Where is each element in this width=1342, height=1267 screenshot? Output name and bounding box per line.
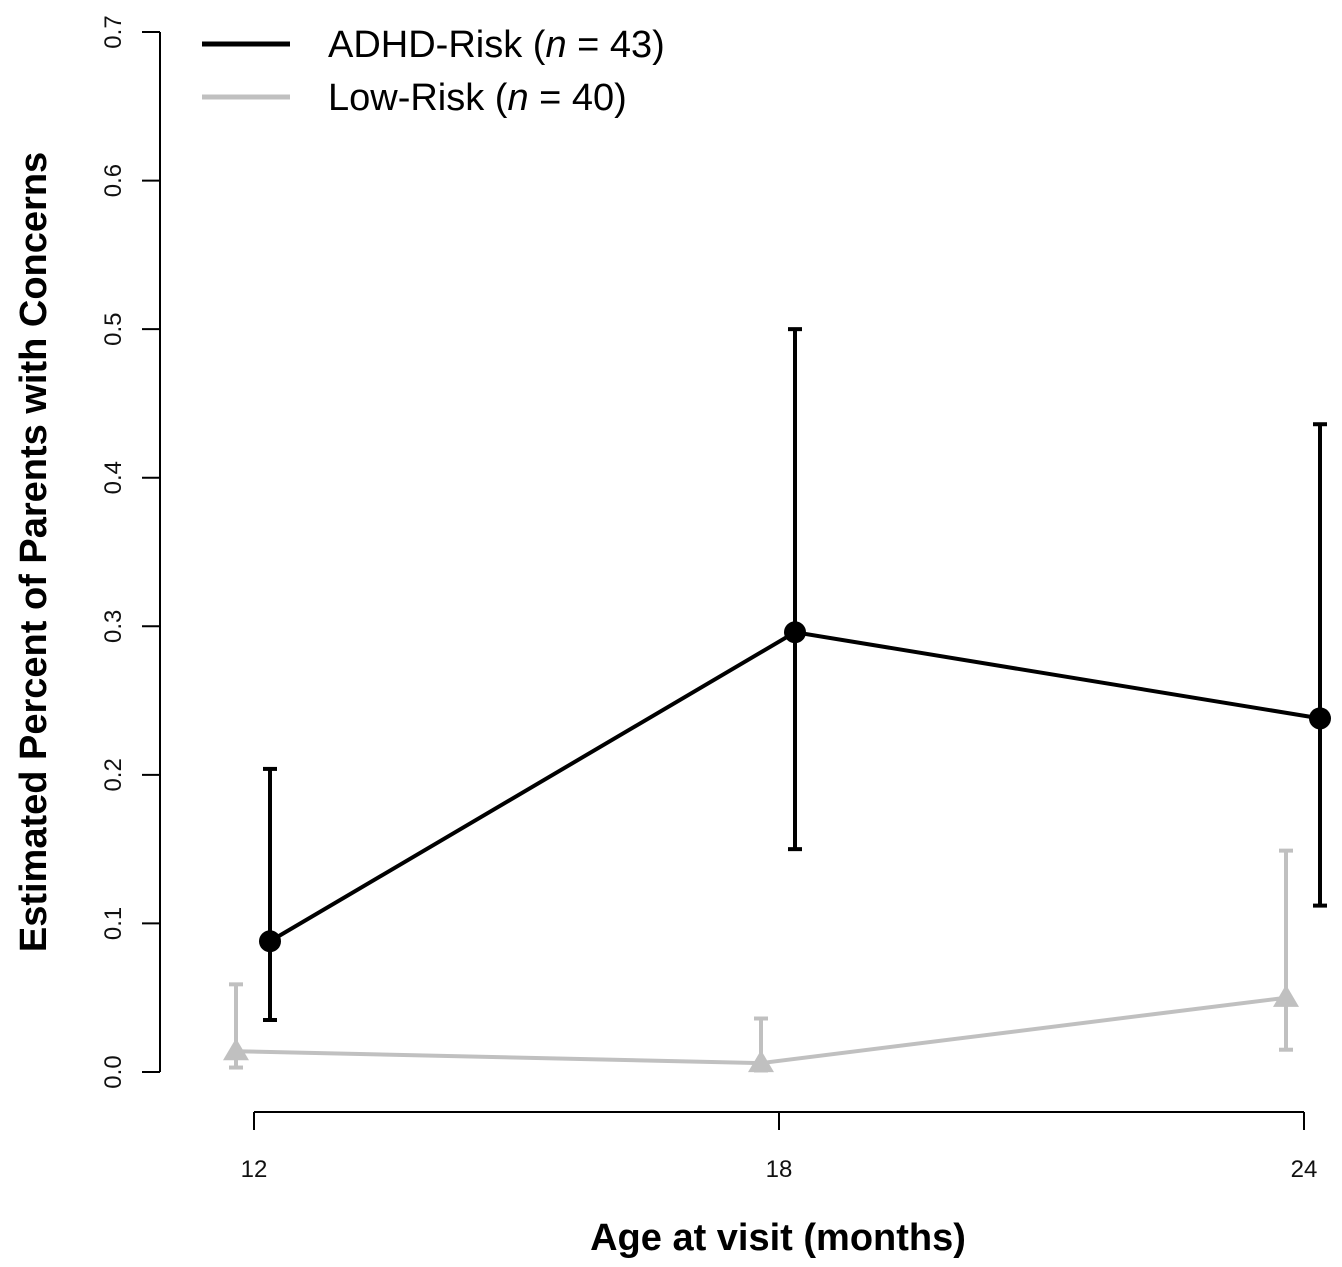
y-tick-label: 0.0 [100,1055,127,1088]
x-axis-title: Age at visit (months) [590,1217,966,1259]
y-tick-label: 0.3 [100,610,127,643]
data-point [1309,707,1331,730]
data-point [1273,984,1299,1007]
x-axis: 12 18 24 [241,1111,1318,1183]
x-tick-label: 18 [766,1156,793,1183]
y-tick-label: 0.4 [100,461,127,494]
x-tick-label: 24 [1291,1156,1318,1183]
data-point [748,1050,774,1073]
series-low-risk [223,848,1299,1073]
legend-label-low-risk: Low-Risk (n = 40) [328,77,627,119]
legend: ADHD-Risk (n = 43) Low-Risk (n = 40) [202,24,665,119]
y-tick-label: 0.2 [100,758,127,791]
series-layer [223,327,1331,1073]
series-adhd-risk [259,327,1331,1022]
y-axis: 0.0 0.1 0.2 0.3 0.4 0.5 0.6 0.7 [100,15,161,1089]
x-ticks: 12 18 24 [241,1112,1318,1183]
y-tick-label: 0.7 [100,15,127,48]
data-point [223,1038,249,1061]
data-point [259,930,281,953]
y-tick-label: 0.1 [100,907,127,940]
y-ticks: 0.0 0.1 0.2 0.3 0.4 0.5 0.6 0.7 [100,15,160,1089]
x-tick-label: 12 [241,1156,268,1183]
data-point [784,621,806,644]
y-axis-title: Estimated Percent of Parents with Concer… [13,152,55,952]
y-tick-label: 0.5 [100,312,127,345]
legend-label-adhd-risk: ADHD-Risk (n = 43) [328,24,665,66]
y-tick-label: 0.6 [100,164,127,197]
